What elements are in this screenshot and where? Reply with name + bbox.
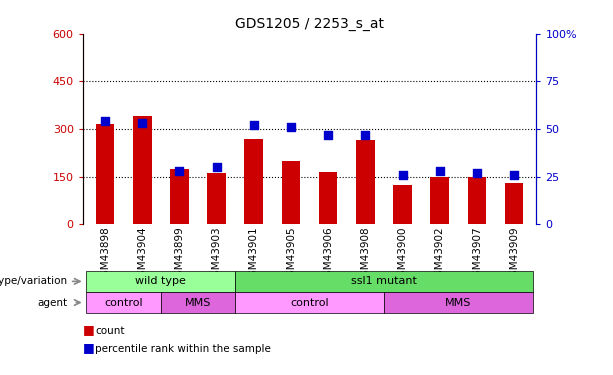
Bar <box>86 292 161 313</box>
Point <box>472 170 482 176</box>
Point <box>100 118 110 124</box>
Text: percentile rank within the sample: percentile rank within the sample <box>95 344 271 354</box>
Text: control: control <box>290 297 329 307</box>
Title: GDS1205 / 2253_s_at: GDS1205 / 2253_s_at <box>235 17 384 32</box>
Bar <box>282 161 300 224</box>
Bar <box>207 173 226 224</box>
Point <box>323 132 333 138</box>
Text: GSM43903: GSM43903 <box>211 226 222 283</box>
Text: ■: ■ <box>83 341 94 354</box>
Bar <box>384 292 533 313</box>
Text: GSM43902: GSM43902 <box>435 226 444 283</box>
Point <box>509 172 519 178</box>
Bar <box>86 271 235 292</box>
Bar <box>133 116 151 224</box>
Point <box>249 122 259 128</box>
Bar <box>393 184 412 224</box>
Text: GSM43906: GSM43906 <box>323 226 333 283</box>
Bar <box>319 172 337 224</box>
Text: GSM43905: GSM43905 <box>286 226 296 283</box>
Text: count: count <box>95 326 124 336</box>
Text: GSM43908: GSM43908 <box>360 226 370 283</box>
Text: agent: agent <box>38 297 68 307</box>
Text: GSM43900: GSM43900 <box>397 226 408 283</box>
Bar <box>245 138 263 224</box>
Point <box>286 124 296 130</box>
Bar <box>96 124 115 224</box>
Point <box>137 120 147 126</box>
Bar <box>356 140 375 224</box>
Text: GSM43907: GSM43907 <box>472 226 482 283</box>
Text: ssl1 mutant: ssl1 mutant <box>351 276 417 286</box>
Text: GSM43898: GSM43898 <box>100 226 110 283</box>
Text: MMS: MMS <box>185 297 211 307</box>
Point <box>435 168 444 174</box>
Point <box>398 172 408 178</box>
Text: GSM43901: GSM43901 <box>249 226 259 283</box>
Text: GSM43899: GSM43899 <box>175 226 185 283</box>
Text: genotype/variation: genotype/variation <box>0 276 68 286</box>
Bar <box>161 292 235 313</box>
Bar <box>468 177 486 224</box>
Bar <box>235 292 384 313</box>
Point <box>175 168 185 174</box>
Text: MMS: MMS <box>445 297 471 307</box>
Text: ■: ■ <box>83 322 94 336</box>
Point <box>360 132 370 138</box>
Text: control: control <box>104 297 143 307</box>
Bar <box>170 169 189 224</box>
Point <box>211 164 221 170</box>
Bar <box>504 183 524 224</box>
Text: wild type: wild type <box>135 276 186 286</box>
Bar <box>430 177 449 224</box>
Text: GSM43909: GSM43909 <box>509 226 519 283</box>
Bar <box>235 271 533 292</box>
Text: GSM43904: GSM43904 <box>137 226 147 283</box>
